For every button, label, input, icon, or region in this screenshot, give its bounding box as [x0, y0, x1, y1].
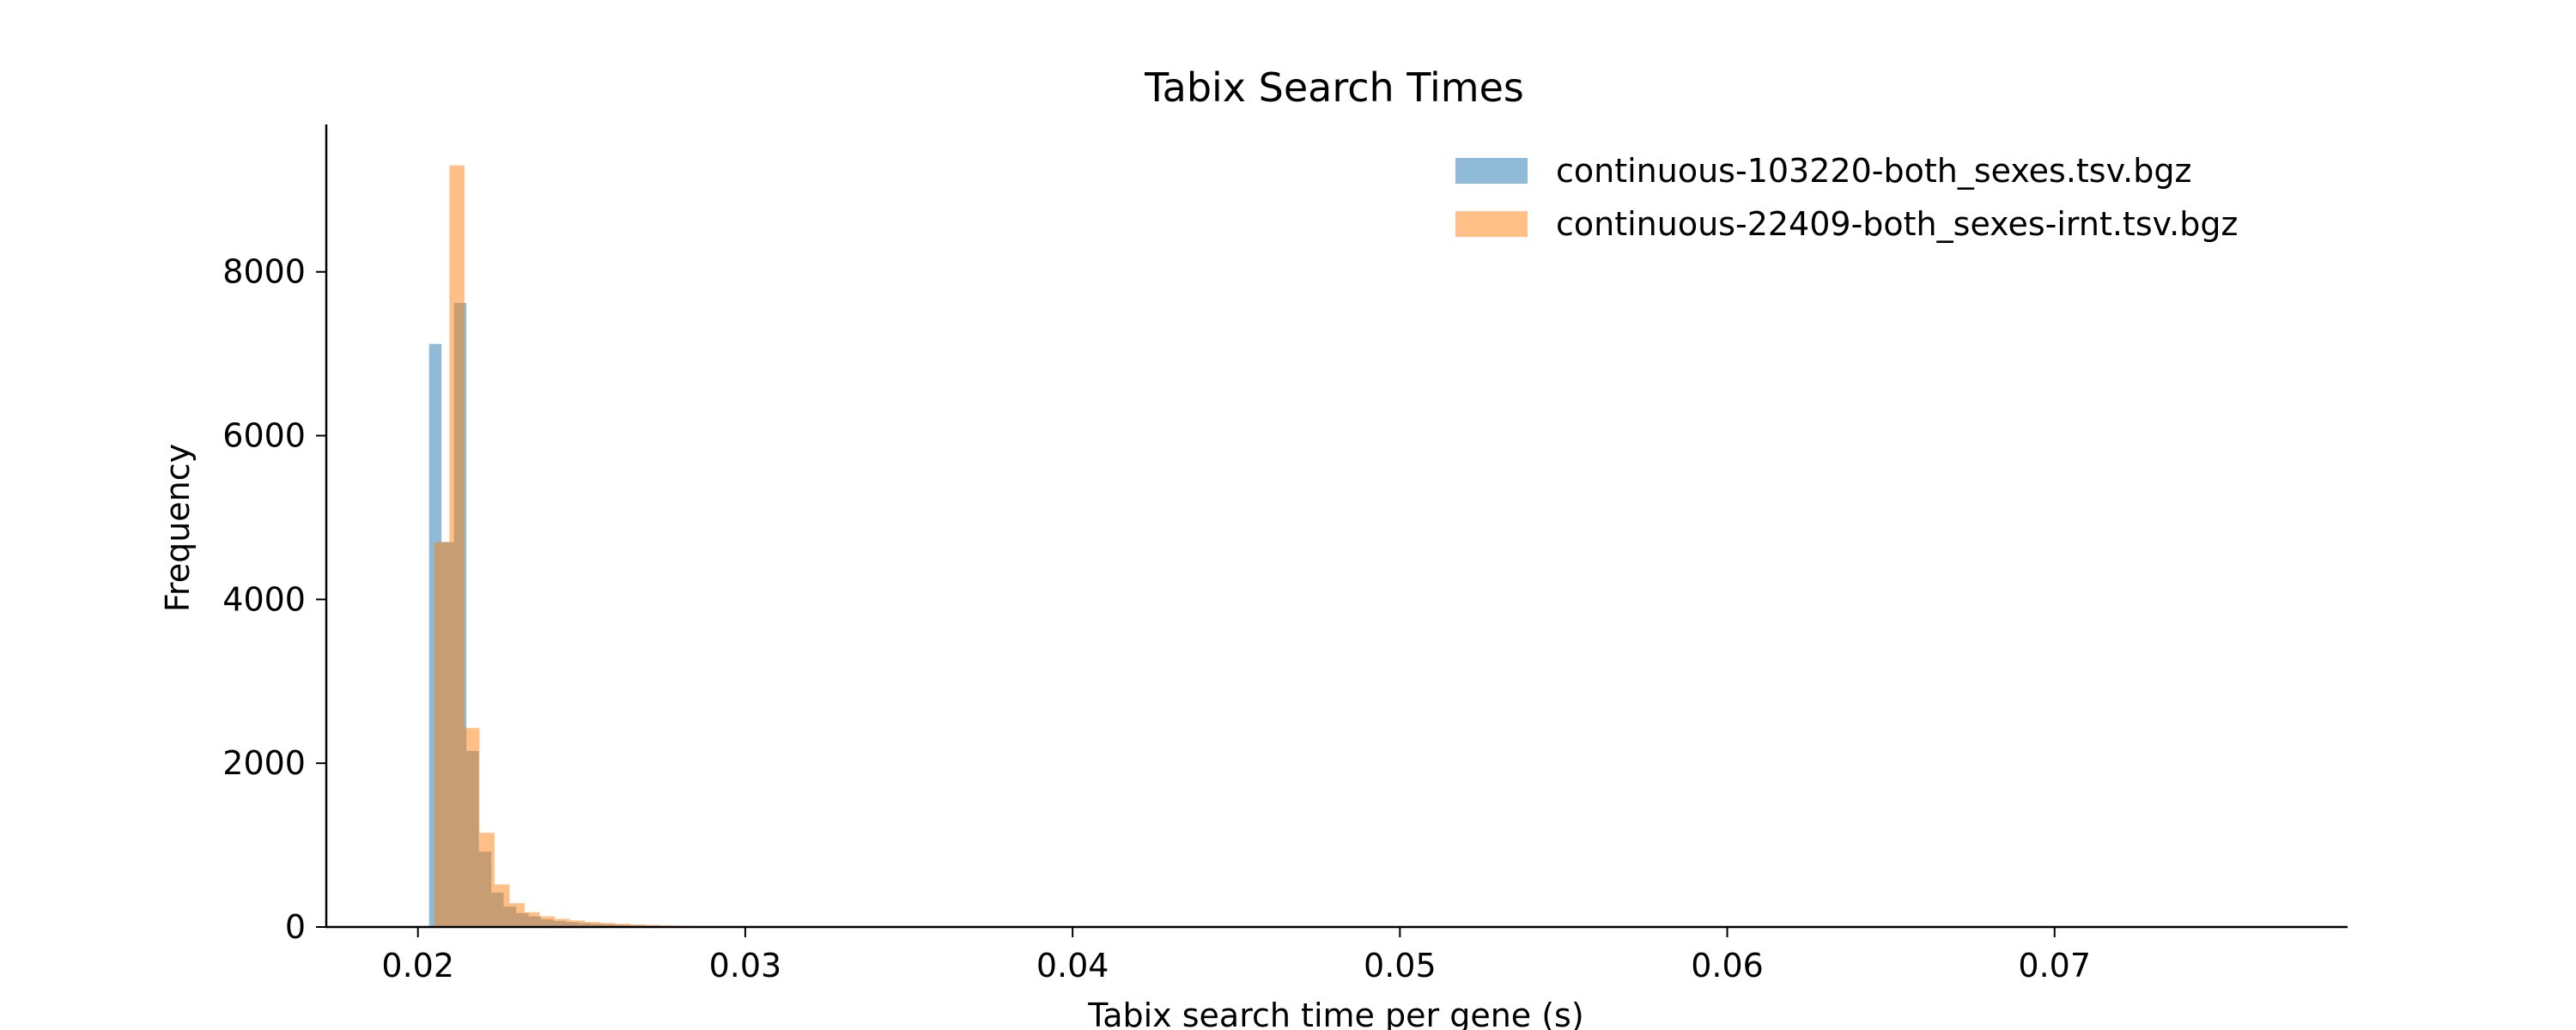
- bar: [449, 165, 465, 927]
- x-axis-label: Tabix search time per gene (s): [1087, 997, 1583, 1030]
- legend-label: continuous-22409-both_sexes-irnt.tsv.bgz: [1556, 205, 2238, 243]
- legend-label: continuous-103220-both_sexes.tsv.bgz: [1556, 152, 2191, 190]
- x-tick-label: 0.02: [381, 947, 454, 985]
- bar: [479, 833, 495, 927]
- legend-swatch: [1455, 158, 1528, 184]
- y-axis-label: Frequency: [159, 444, 197, 612]
- bar: [585, 922, 600, 927]
- bar: [555, 918, 570, 927]
- y-tick-label: 2000: [222, 744, 306, 782]
- bar: [629, 924, 646, 927]
- y-tick-label: 8000: [222, 253, 306, 291]
- bar: [615, 924, 630, 927]
- y-axis-ticks: 0 2000 4000 6000 8000: [222, 253, 326, 946]
- bar: [525, 912, 540, 927]
- y-tick-label: 6000: [222, 417, 306, 455]
- x-tick-label: 0.05: [1364, 947, 1437, 985]
- x-tick-label: 0.07: [2018, 947, 2091, 985]
- legend: continuous-103220-both_sexes.tsv.bgzcont…: [1455, 152, 2238, 243]
- x-tick-label: 0.03: [709, 947, 782, 985]
- bar: [464, 728, 480, 927]
- y-tick-label: 4000: [222, 580, 306, 618]
- x-tick-label: 0.04: [1036, 947, 1109, 985]
- y-tick-label: 0: [285, 908, 306, 946]
- legend-swatch: [1455, 211, 1528, 237]
- bar: [569, 920, 586, 927]
- bar: [539, 916, 556, 927]
- x-tick-label: 0.06: [1691, 947, 1764, 985]
- series-2-bars: [434, 165, 720, 927]
- bars-layer: [428, 165, 728, 928]
- x-axis-ticks: 0.02 0.03 0.04 0.05 0.06 0.07: [381, 927, 2091, 985]
- bar: [599, 923, 616, 927]
- bar: [509, 903, 526, 927]
- chart-title: Tabix Search Times: [1144, 64, 1524, 111]
- bar: [494, 884, 510, 927]
- bar: [434, 542, 450, 927]
